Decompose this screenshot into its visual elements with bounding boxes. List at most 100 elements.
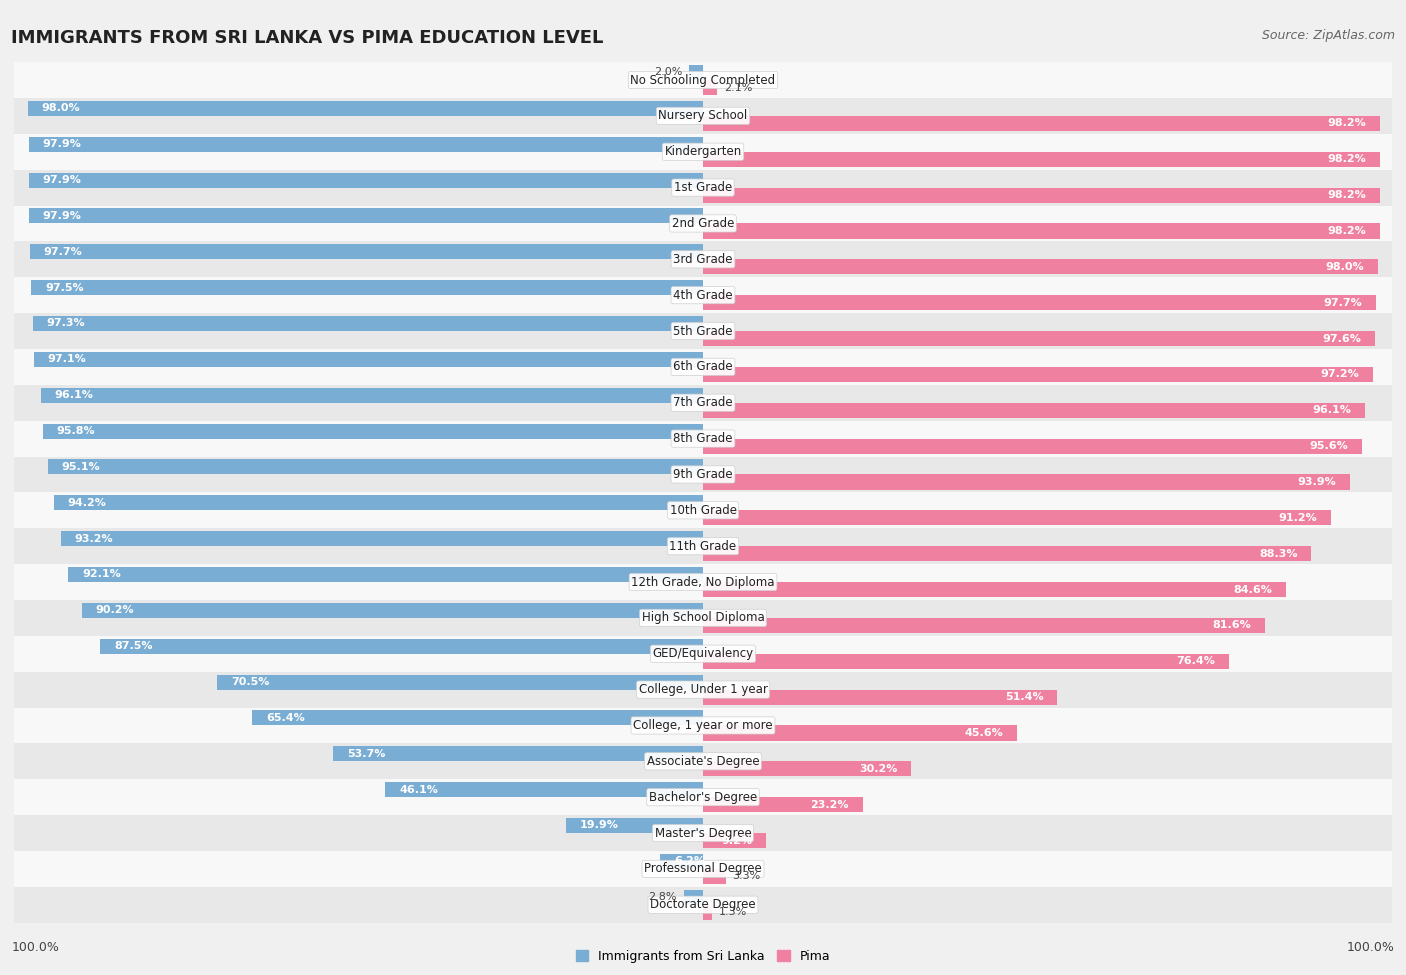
Text: 8th Grade: 8th Grade [673, 432, 733, 446]
Bar [14, 743, 1392, 779]
Bar [14, 456, 1392, 492]
Bar [14, 277, 1392, 313]
Bar [703, 187, 1379, 203]
Text: 100.0%: 100.0% [1347, 941, 1395, 954]
Text: Source: ZipAtlas.com: Source: ZipAtlas.com [1261, 29, 1395, 42]
Text: 76.4%: 76.4% [1177, 656, 1216, 666]
Text: 6th Grade: 6th Grade [673, 361, 733, 373]
Bar [28, 173, 703, 187]
Bar [14, 565, 1392, 600]
Bar [100, 639, 703, 653]
Bar [385, 782, 703, 798]
Bar [14, 600, 1392, 636]
Text: Bachelor's Degree: Bachelor's Degree [650, 791, 756, 803]
Bar [14, 815, 1392, 851]
Bar [703, 367, 1372, 382]
Text: 95.8%: 95.8% [56, 426, 96, 436]
Bar [28, 136, 703, 152]
Text: 98.2%: 98.2% [1327, 118, 1365, 129]
Text: 97.1%: 97.1% [48, 354, 87, 365]
Text: 30.2%: 30.2% [859, 763, 897, 774]
Text: 70.5%: 70.5% [231, 677, 270, 687]
Text: 97.5%: 97.5% [45, 283, 84, 292]
Text: 95.6%: 95.6% [1309, 441, 1348, 451]
Bar [82, 603, 703, 618]
Text: 3rd Grade: 3rd Grade [673, 253, 733, 266]
Text: 88.3%: 88.3% [1258, 549, 1298, 559]
Bar [703, 80, 717, 96]
Bar [14, 528, 1392, 565]
Text: 98.2%: 98.2% [1327, 226, 1365, 236]
Bar [703, 653, 1229, 669]
Bar [703, 546, 1312, 562]
Text: College, 1 year or more: College, 1 year or more [633, 719, 773, 732]
Text: 95.1%: 95.1% [62, 462, 100, 472]
Bar [253, 711, 703, 725]
Text: 98.0%: 98.0% [42, 103, 80, 113]
Bar [703, 798, 863, 812]
Bar [703, 618, 1265, 633]
Text: 9.2%: 9.2% [721, 836, 752, 845]
Bar [14, 62, 1392, 98]
Text: 2.1%: 2.1% [724, 83, 752, 93]
Bar [14, 206, 1392, 242]
Text: Kindergarten: Kindergarten [665, 145, 741, 158]
Text: 96.1%: 96.1% [55, 390, 94, 400]
Bar [14, 385, 1392, 420]
Bar [34, 352, 703, 367]
Bar [14, 242, 1392, 277]
Text: 19.9%: 19.9% [579, 821, 619, 831]
Text: 90.2%: 90.2% [96, 605, 134, 615]
Bar [683, 889, 703, 905]
Text: Master's Degree: Master's Degree [655, 827, 751, 839]
Bar [53, 495, 703, 510]
Bar [32, 316, 703, 332]
Text: 97.9%: 97.9% [42, 176, 82, 185]
Text: Doctorate Degree: Doctorate Degree [650, 898, 756, 912]
Bar [703, 833, 766, 848]
Bar [703, 259, 1378, 274]
Bar [565, 818, 703, 833]
Bar [30, 245, 703, 259]
Bar [703, 116, 1379, 131]
Bar [14, 420, 1392, 456]
Bar [703, 403, 1365, 418]
Text: 53.7%: 53.7% [347, 749, 385, 759]
Text: 4th Grade: 4th Grade [673, 289, 733, 301]
Bar [14, 636, 1392, 672]
Text: 97.6%: 97.6% [1323, 333, 1361, 343]
Bar [14, 708, 1392, 743]
Bar [69, 566, 703, 582]
Text: 98.2%: 98.2% [1327, 190, 1365, 200]
Bar [14, 313, 1392, 349]
Text: 6.2%: 6.2% [673, 856, 704, 867]
Text: 2.8%: 2.8% [648, 892, 676, 902]
Text: 11th Grade: 11th Grade [669, 539, 737, 553]
Bar [14, 170, 1392, 206]
Text: College, Under 1 year: College, Under 1 year [638, 683, 768, 696]
Text: 98.0%: 98.0% [1326, 262, 1364, 272]
Text: 93.9%: 93.9% [1298, 477, 1336, 487]
Legend: Immigrants from Sri Lanka, Pima: Immigrants from Sri Lanka, Pima [571, 945, 835, 968]
Text: 91.2%: 91.2% [1279, 513, 1317, 523]
Text: Nursery School: Nursery School [658, 109, 748, 123]
Text: 97.7%: 97.7% [44, 247, 83, 256]
Text: 2nd Grade: 2nd Grade [672, 217, 734, 230]
Text: 97.7%: 97.7% [1323, 297, 1362, 308]
Text: 10th Grade: 10th Grade [669, 504, 737, 517]
Text: 100.0%: 100.0% [11, 941, 59, 954]
Bar [703, 905, 711, 919]
Text: 65.4%: 65.4% [266, 713, 305, 722]
Text: 98.2%: 98.2% [1327, 154, 1365, 164]
Bar [703, 689, 1057, 705]
Bar [218, 675, 703, 689]
Text: 96.1%: 96.1% [1312, 406, 1351, 415]
Bar [14, 779, 1392, 815]
Text: 46.1%: 46.1% [399, 785, 439, 795]
Bar [60, 531, 703, 546]
Text: 5th Grade: 5th Grade [673, 325, 733, 337]
Bar [14, 349, 1392, 385]
Text: 2.0%: 2.0% [654, 67, 682, 77]
Text: 7th Grade: 7th Grade [673, 396, 733, 410]
Bar [14, 492, 1392, 528]
